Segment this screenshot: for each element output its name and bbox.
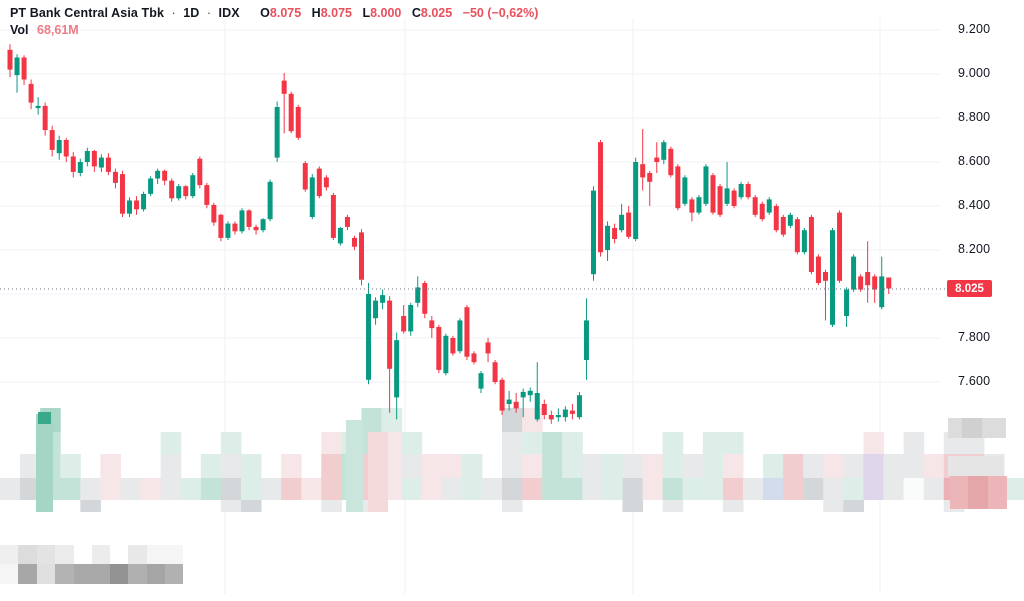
interval-label[interactable]: 1D [183, 6, 200, 20]
price-axis-label: 8.200 [958, 242, 991, 256]
volume-label: Vol [10, 23, 29, 37]
open-label: O [260, 6, 270, 20]
price-axis-label: 9.200 [958, 22, 991, 36]
low-label: L [362, 6, 371, 20]
symbol-header[interactable]: PT Bank Central Asia Tbk · 1D · IDX O8.0… [10, 6, 538, 20]
separator-dot: · [171, 6, 176, 20]
blurred-watermark-blocks [0, 418, 1007, 584]
high-value: 8.075 [320, 6, 352, 20]
candlestick-series [7, 44, 892, 424]
close-label: C [411, 6, 421, 20]
exchange-label: IDX [218, 6, 240, 20]
ohlc-readout: O8.075 H8.075 L8.000 C8.025 −50 (−0,62%) [253, 6, 538, 20]
price-axis-label: 8.400 [958, 198, 991, 212]
price-axis-label: 7.800 [958, 330, 991, 344]
grid-lines [0, 18, 940, 594]
symbol-name: PT Bank Central Asia Tbk [10, 6, 165, 20]
change-value: −50 (−0,62%) [462, 6, 539, 20]
volume-value: 68,61M [37, 23, 79, 37]
volume-readout: Vol 68,61M [10, 23, 79, 37]
last-price-badge: 8.025 [947, 280, 992, 297]
separator-dot: · [206, 6, 212, 20]
volume-pane-blurred [0, 408, 1024, 512]
price-axis-label: 8.600 [958, 154, 991, 168]
open-value: 8.075 [269, 6, 302, 20]
price-axis-label: 9.000 [958, 66, 991, 80]
high-label: H [311, 6, 321, 20]
price-axis-label: 8.800 [958, 110, 991, 124]
price-axis[interactable]: 9.200 9.000 8.800 8.600 8.400 8.200 7.800 7.600 [940, 0, 1024, 601]
price-axis-label: 7.600 [958, 374, 991, 388]
low-value: 8.000 [370, 6, 402, 20]
close-value: 8.025 [420, 6, 453, 20]
